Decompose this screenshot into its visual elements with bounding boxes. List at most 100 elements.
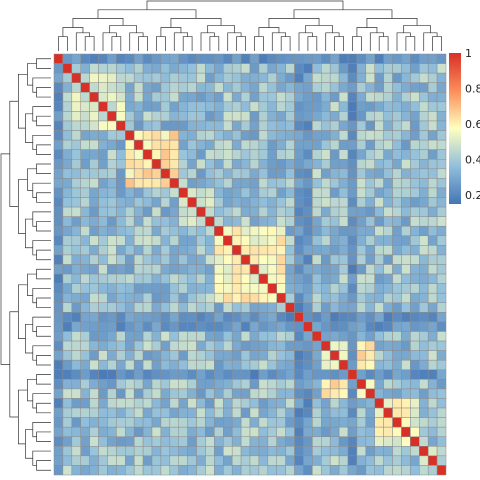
heatmap-cell (436, 72, 447, 83)
heatmap-cell (71, 446, 81, 457)
heatmap-cell (62, 168, 73, 179)
heatmap-cell (258, 197, 269, 208)
heatmap-cell (205, 321, 215, 332)
heatmap-cell (294, 273, 304, 284)
heatmap-cell (401, 63, 411, 74)
heatmap-cell (133, 168, 144, 179)
heatmap-cell (321, 388, 331, 399)
heatmap-cell (294, 264, 304, 275)
heatmap-cell (240, 111, 251, 122)
heatmap-cell (436, 379, 447, 390)
heatmap-cell (258, 72, 269, 83)
heatmap-cell (169, 312, 179, 323)
heatmap-cell (151, 455, 162, 466)
heatmap-cell (329, 436, 340, 447)
heatmap-cell (71, 417, 81, 428)
heatmap-cell (347, 312, 358, 323)
heatmap-cell (258, 417, 269, 428)
heatmap-cell (116, 197, 126, 208)
heatmap-cell (71, 302, 81, 313)
heatmap-cell (294, 283, 304, 294)
heatmap-cell (401, 273, 411, 284)
heatmap-cell (338, 197, 349, 208)
heatmap-cell (347, 283, 358, 294)
heatmap-cell (53, 340, 64, 351)
heatmap-cell (347, 292, 358, 304)
heatmap-cell (160, 72, 171, 83)
heatmap-cell (71, 359, 81, 370)
heatmap-cell (214, 206, 224, 217)
heatmap-cell (312, 216, 322, 227)
heatmap-cell (419, 92, 429, 103)
heatmap-cell (347, 465, 358, 476)
heatmap-cell (187, 369, 197, 380)
heatmap-cell (71, 388, 81, 399)
heatmap-cell (419, 120, 429, 131)
heatmap-cell (223, 149, 233, 160)
heatmap-cell (240, 130, 251, 141)
heatmap-cell (329, 264, 340, 275)
heatmap-cell (374, 149, 384, 160)
heatmap-cell (178, 120, 188, 131)
heatmap-cell (312, 312, 322, 323)
heatmap-cell (151, 264, 162, 275)
heatmap-cell (383, 101, 393, 112)
heatmap-cell (142, 455, 153, 466)
heatmap-cell (240, 53, 251, 64)
heatmap-cell (169, 426, 179, 437)
heatmap-cell (338, 63, 349, 74)
heatmap-cell (401, 407, 411, 418)
heatmap-cell (169, 120, 179, 131)
heatmap-cell (329, 455, 340, 466)
heatmap-cell (383, 312, 393, 323)
heatmap-cell (347, 159, 358, 170)
heatmap-cell (321, 92, 331, 103)
heatmap-cell (62, 465, 73, 476)
heatmap-cell (169, 197, 179, 208)
heatmap-cell (205, 72, 215, 83)
heatmap-cell (231, 340, 242, 351)
heatmap-cell (374, 426, 384, 437)
heatmap-cell (80, 340, 90, 351)
heatmap-cell (436, 369, 447, 380)
heatmap-cell (151, 273, 162, 284)
heatmap-cell (231, 187, 242, 198)
heatmap-cell (258, 369, 269, 380)
heatmap-cell (294, 92, 304, 103)
heatmap-cell (151, 225, 162, 237)
heatmap-cell (365, 120, 375, 131)
heatmap-cell (125, 331, 135, 342)
heatmap-cell (53, 331, 64, 342)
heatmap-cell (160, 465, 171, 476)
heatmap-cell (62, 398, 73, 409)
heatmap-cell (196, 72, 206, 83)
heatmap-cell (374, 350, 384, 361)
heatmap-cell (53, 92, 64, 103)
heatmap-cell (329, 283, 340, 294)
heatmap-cell (223, 197, 233, 208)
heatmap-cell (116, 312, 126, 323)
heatmap-cell (321, 340, 331, 351)
heatmap-cell (365, 426, 375, 437)
heatmap-cell (321, 350, 331, 361)
heatmap-cell (196, 225, 206, 237)
heatmap-cell (205, 350, 215, 361)
heatmap-cell (151, 197, 162, 208)
heatmap-cell (142, 359, 153, 370)
heatmap-cell (142, 187, 153, 198)
heatmap-cell (303, 159, 313, 170)
heatmap-cell (276, 120, 286, 131)
heatmap-cell (374, 120, 384, 131)
heatmap-cell (214, 321, 224, 332)
heatmap-cell (338, 225, 349, 237)
heatmap-cell (116, 340, 126, 351)
heatmap-cell (383, 359, 393, 370)
heatmap-cell (80, 206, 90, 217)
heatmap-cell (116, 216, 126, 227)
heatmap-cell (205, 312, 215, 323)
heatmap-cell (285, 340, 295, 351)
heatmap-cell (383, 225, 393, 237)
heatmap-cell (151, 63, 162, 74)
heatmap-cell (125, 53, 135, 64)
heatmap-cell (419, 130, 429, 141)
